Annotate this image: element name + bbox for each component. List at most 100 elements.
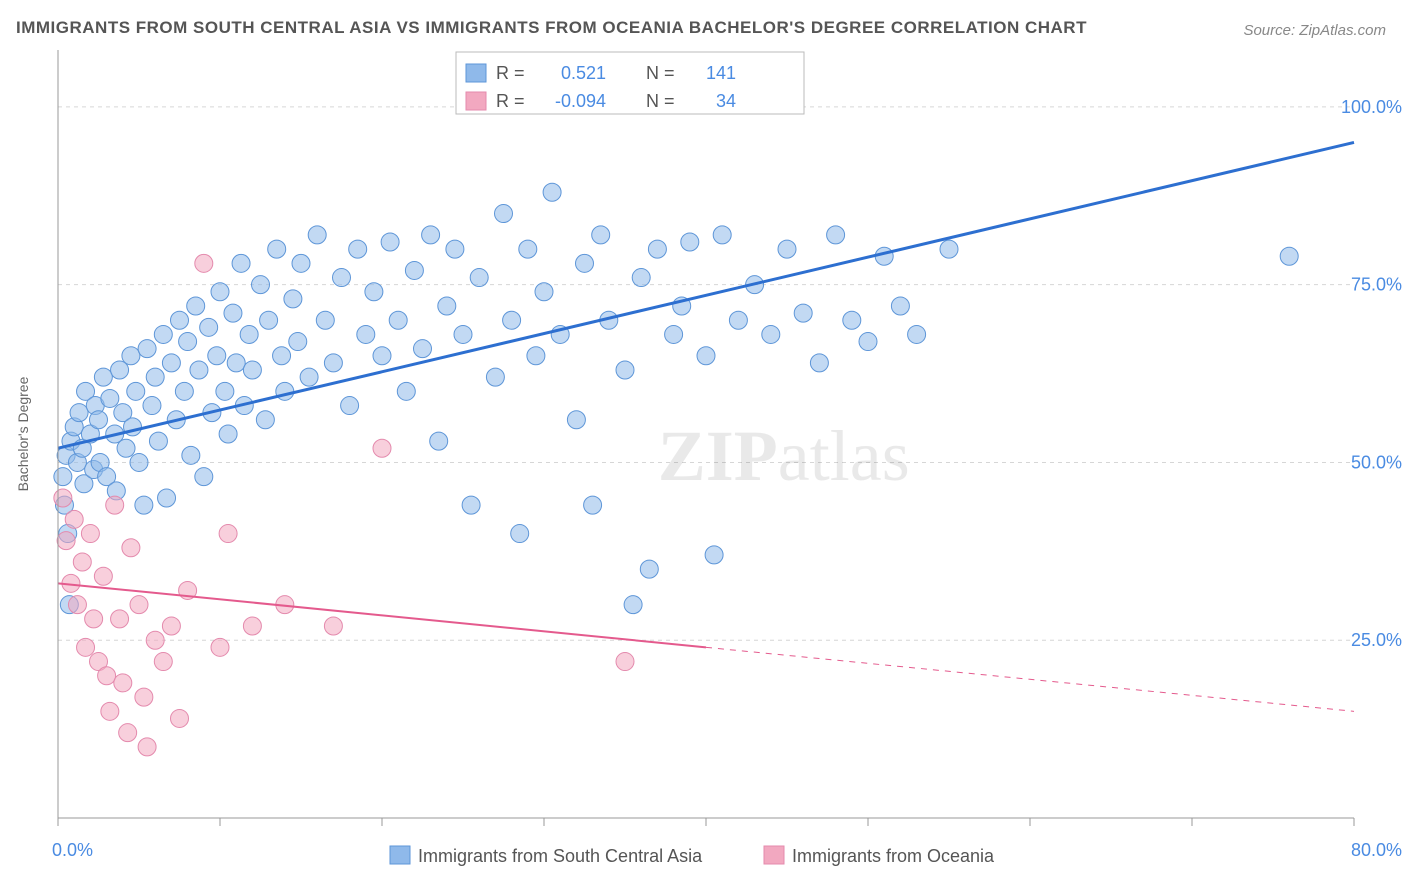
- scatter-point: [503, 311, 521, 329]
- scatter-point: [256, 411, 274, 429]
- scatter-point: [211, 638, 229, 656]
- scatter-point: [195, 468, 213, 486]
- scatter-point: [122, 347, 140, 365]
- scatter-point: [592, 226, 610, 244]
- scatter-point: [106, 496, 124, 514]
- scatter-point: [127, 382, 145, 400]
- x-tick-label: 80.0%: [1351, 840, 1402, 860]
- scatter-point: [422, 226, 440, 244]
- scatter-point: [891, 297, 909, 315]
- scatter-point: [149, 432, 167, 450]
- scatter-point: [122, 539, 140, 557]
- y-tick-label: 75.0%: [1351, 275, 1402, 295]
- legend-n-value: 34: [716, 91, 736, 111]
- scatter-point: [697, 347, 715, 365]
- scatter-point: [240, 325, 258, 343]
- scatter-point: [300, 368, 318, 386]
- bottom-legend-label: Immigrants from Oceania: [792, 846, 995, 866]
- scatter-point: [130, 453, 148, 471]
- legend-swatch: [466, 92, 486, 110]
- scatter-point: [584, 496, 602, 514]
- scatter-point: [252, 276, 270, 294]
- scatter-point: [138, 340, 156, 358]
- scatter-point: [713, 226, 731, 244]
- scatter-point: [219, 525, 237, 543]
- scatter-point: [65, 510, 83, 528]
- scatter-point: [111, 610, 129, 628]
- scatter-point: [576, 254, 594, 272]
- scatter-point: [567, 411, 585, 429]
- scatter-point: [527, 347, 545, 365]
- scatter-point: [365, 283, 383, 301]
- legend-r-label: R =: [496, 91, 525, 111]
- scatter-point: [57, 532, 75, 550]
- scatter-point: [154, 325, 172, 343]
- scatter-point: [68, 596, 86, 614]
- scatter-point: [543, 183, 561, 201]
- scatter-point: [616, 361, 634, 379]
- correlation-chart: ZIPatlas0.0%80.0%25.0%50.0%75.0%100.0%Ba…: [0, 0, 1406, 892]
- x-tick-label: 0.0%: [52, 840, 93, 860]
- scatter-point: [486, 368, 504, 386]
- bottom-legend-label: Immigrants from South Central Asia: [418, 846, 703, 866]
- scatter-point: [158, 489, 176, 507]
- scatter-point: [73, 553, 91, 571]
- scatter-point: [616, 653, 634, 671]
- scatter-point: [1280, 247, 1298, 265]
- legend-r-label: R =: [496, 63, 525, 83]
- scatter-point: [705, 546, 723, 564]
- scatter-point: [632, 269, 650, 287]
- scatter-point: [200, 318, 218, 336]
- scatter-point: [648, 240, 666, 258]
- scatter-point: [162, 354, 180, 372]
- scatter-point: [224, 304, 242, 322]
- scatter-point: [175, 382, 193, 400]
- scatter-point: [430, 432, 448, 450]
- regression-line: [58, 142, 1354, 448]
- scatter-point: [54, 468, 72, 486]
- legend-swatch: [466, 64, 486, 82]
- scatter-point: [341, 397, 359, 415]
- scatter-point: [535, 283, 553, 301]
- scatter-point: [462, 496, 480, 514]
- scatter-point: [381, 233, 399, 251]
- scatter-point: [138, 738, 156, 756]
- scatter-point: [289, 333, 307, 351]
- y-tick-label: 50.0%: [1351, 452, 1402, 472]
- scatter-point: [187, 297, 205, 315]
- scatter-point: [511, 525, 529, 543]
- scatter-point: [843, 311, 861, 329]
- scatter-point: [373, 347, 391, 365]
- scatter-point: [94, 368, 112, 386]
- scatter-point: [208, 347, 226, 365]
- scatter-point: [146, 631, 164, 649]
- legend-r-value: -0.094: [555, 91, 606, 111]
- scatter-point: [182, 446, 200, 464]
- y-axis-label: Bachelor's Degree: [15, 376, 31, 491]
- scatter-point: [179, 333, 197, 351]
- scatter-point: [438, 297, 456, 315]
- scatter-point: [94, 567, 112, 585]
- scatter-point: [665, 325, 683, 343]
- scatter-point: [195, 254, 213, 272]
- legend-n-value: 141: [706, 63, 736, 83]
- scatter-point: [762, 325, 780, 343]
- scatter-point: [154, 653, 172, 671]
- scatter-point: [640, 560, 658, 578]
- scatter-point: [130, 596, 148, 614]
- scatter-point: [681, 233, 699, 251]
- scatter-point: [90, 411, 108, 429]
- scatter-point: [119, 724, 137, 742]
- scatter-point: [794, 304, 812, 322]
- scatter-point: [216, 382, 234, 400]
- bottom-legend-swatch: [390, 846, 410, 864]
- scatter-point: [146, 368, 164, 386]
- scatter-point: [85, 610, 103, 628]
- scatter-point: [357, 325, 375, 343]
- watermark: ZIPatlas: [658, 416, 910, 496]
- scatter-point: [454, 325, 472, 343]
- scatter-point: [114, 674, 132, 692]
- scatter-point: [308, 226, 326, 244]
- scatter-point: [162, 617, 180, 635]
- scatter-point: [778, 240, 796, 258]
